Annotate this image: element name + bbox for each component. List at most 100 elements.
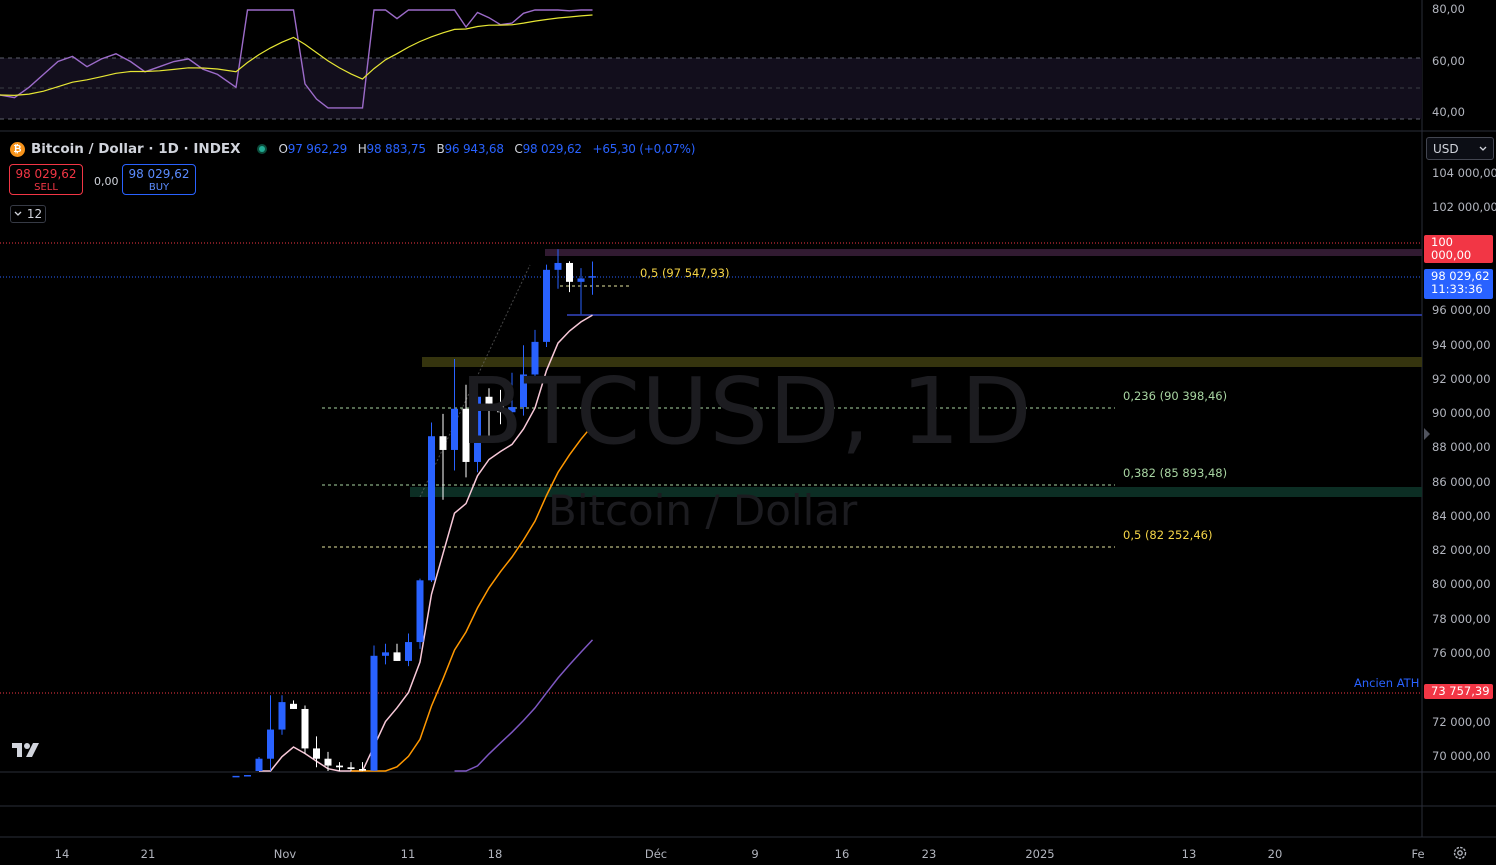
time-axis-label: 9 [751,847,759,861]
price-axis-label: 104 000,00 [1432,166,1496,180]
buy-price: 98 029,62 [128,167,190,181]
candle-body[interactable] [359,769,366,771]
ema-fast-line[interactable] [259,314,593,772]
time-axis-label: 14 [54,847,70,861]
bar-countdown: 11:33:36 [1431,282,1483,296]
ema-slow-line[interactable] [454,639,594,772]
sell-label: SELL [34,182,58,193]
rsi-ma-line[interactable] [0,14,593,97]
buy-label: BUY [148,182,170,193]
candle-body[interactable] [278,702,286,730]
candle-body[interactable] [577,278,585,282]
candle-body[interactable] [543,269,550,342]
currency-select[interactable]: USD [1426,137,1494,160]
ohlc-values: O97 962,29 H98 883,75 B96 943,68 C98 029… [279,142,696,156]
candle-body[interactable] [462,408,470,462]
candle-body[interactable] [267,729,274,759]
low-value: 96 943,68 [444,142,504,156]
price-axis-label: 82 000,00 [1432,543,1491,557]
candle-body[interactable] [497,403,504,413]
watermark-name: Bitcoin / Dollar [548,486,858,535]
change-value: +65,30 (+0,07%) [592,142,696,156]
time-axis-label: Fe [1411,847,1425,861]
spread-value: 0,00 [94,175,119,188]
price-axis-label: 96 000,00 [1432,303,1491,317]
candle-body[interactable] [313,748,320,759]
indicators-toggle-button[interactable]: 12 [10,205,46,223]
price-axis-label: 92 000,00 [1432,372,1491,386]
candle-body[interactable] [416,580,424,643]
price-axis-label: 78 000,00 [1432,612,1491,626]
candle-body[interactable] [554,262,562,270]
candle-body[interactable] [428,436,435,581]
scroll-right-icon[interactable] [1422,426,1432,442]
fib-0382-label: 0,382 (85 893,48) [1123,466,1228,480]
candle-body[interactable] [347,767,355,770]
price-axis-label: 70 000,00 [1432,749,1491,763]
price-axis-label: 84 000,00 [1432,509,1491,523]
time-axis-label: 21 [140,847,156,861]
settings-gear-icon[interactable] [1452,845,1468,861]
time-axis-label: 11 [400,847,416,861]
supply-demand-zone[interactable] [422,357,1422,367]
tradingview-logo-icon[interactable] [12,741,44,759]
candle-body[interactable] [531,341,539,375]
rsi-axis-label: 80,00 [1432,2,1465,16]
candle-body[interactable] [324,758,332,766]
candle-body[interactable] [393,652,401,661]
price-axis-label: 88 000,00 [1432,440,1491,454]
high-key: H [357,142,367,156]
bitcoin-icon: ₿ [10,141,25,157]
time-axis-label: Nov [273,847,297,861]
candle-body[interactable] [370,655,378,771]
candle-body[interactable] [255,758,263,771]
fib-trendline[interactable] [419,264,531,498]
close-key: C [514,142,523,156]
time-axis-label: 23 [921,847,937,861]
chevron-down-icon [14,211,22,216]
candle-body[interactable] [336,765,343,768]
candle-body[interactable] [244,775,251,777]
rsi-line[interactable] [0,9,593,109]
buy-button[interactable]: 98 029,62 BUY [122,164,196,195]
ath-price-tag[interactable]: 73 757,39 [1424,684,1493,699]
fib-upper-half-label: 0,5 (97 547,93) [640,266,730,280]
current-price-tag[interactable]: 98 029,62 11:33:36 [1424,269,1493,299]
rsi-axis-label: 40,00 [1432,105,1465,119]
candle-body[interactable] [405,642,412,661]
market-status-icon[interactable] [256,144,267,154]
open-key: O [278,142,288,156]
candle-body[interactable] [301,708,309,749]
current-price-value: 98 029,62 [1431,269,1490,283]
candle-body[interactable] [589,276,596,278]
candle-body[interactable] [439,436,447,450]
candle-body[interactable] [485,396,493,404]
candle-body[interactable] [451,408,458,450]
ema-mid-line[interactable] [351,424,594,772]
symbol-title[interactable]: Bitcoin / Dollar · 1D · INDEX [31,141,241,157]
candle-body[interactable] [566,262,573,282]
time-axis-label: 16 [834,847,850,861]
sell-price: 98 029,62 [15,167,77,181]
currency-value: USD [1433,141,1459,156]
ath-annotation[interactable]: Ancien ATH [1354,676,1420,690]
candle-body[interactable] [508,407,516,413]
candle-body[interactable] [520,374,527,408]
time-axis-label: 13 [1181,847,1197,861]
indicators-count: 12 [26,207,43,221]
time-axis-label: Déc [644,847,668,861]
resistance-price-tag[interactable]: 100 000,00 [1424,235,1493,263]
fvg-zone[interactable] [410,487,1422,497]
high-value: 98 883,75 [366,142,426,156]
candle-body[interactable] [290,703,297,709]
symbol-legend[interactable]: ₿ Bitcoin / Dollar · 1D · INDEX O97 962,… [10,139,695,159]
candle-body[interactable] [232,775,240,778]
sell-button[interactable]: 98 029,62 SELL [9,164,83,195]
price-axis-label: 76 000,00 [1432,646,1491,660]
resistance-zone[interactable] [545,249,1422,256]
rsi-axis-label: 60,00 [1432,54,1465,68]
candle-body[interactable] [382,652,389,656]
candle-body[interactable] [474,396,481,462]
time-axis-label: 2025 [1025,847,1055,861]
